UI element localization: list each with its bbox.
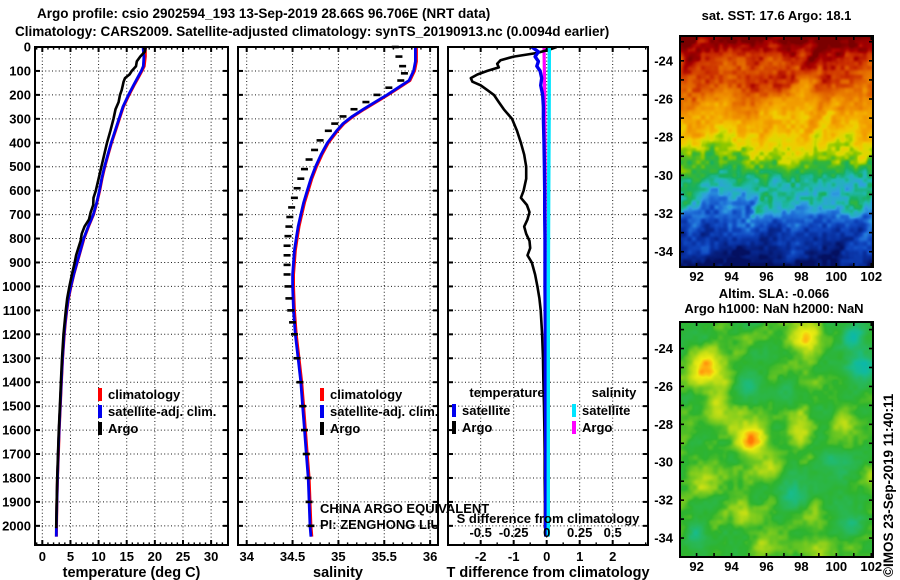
lat-tick-label: -28 [654, 130, 673, 145]
lon-tick-label: 92 [689, 269, 703, 284]
lon-tick-label: 102 [860, 559, 882, 574]
series-T-Argo [469, 45, 558, 529]
lat-tick-label: -32 [654, 206, 673, 221]
x-tick-label: -2 [475, 549, 487, 564]
depth-tick-label: 1300 [2, 351, 31, 366]
x-tick-label: 0 [543, 549, 550, 564]
x-tick-label: 35.5 [372, 549, 397, 564]
figure-title-line1: Argo profile: csio 2902594_193 13-Sep-20… [37, 6, 491, 21]
depth-tick-label: 100 [9, 63, 31, 78]
lat-tick-label: -24 [654, 53, 674, 68]
x-tick-label: 0 [39, 549, 46, 564]
depth-tick-label: 1900 [2, 494, 31, 509]
sst-map-header: sat. SST: 17.6 Argo: 18.1 [701, 8, 852, 23]
map-border [679, 35, 874, 268]
x-tick-label: 15 [119, 549, 133, 564]
salinity-panel: 34 34.5 35 35.5 36 salinity [237, 45, 439, 580]
lat-tick-label: -30 [654, 455, 673, 470]
lat-tick-label: -30 [654, 168, 673, 183]
annotation-china-line2: PI: ZENGHONG LIU [320, 517, 440, 532]
series-T-satellite [530, 45, 548, 537]
x-axis-label: temperature (deg C) [63, 565, 201, 580]
lon-tick-label: 92 [689, 559, 703, 574]
difference-panel: -2 -1 0 1 2T difference from climatology S di… [446, 45, 650, 580]
lon-tick-label: 100 [825, 559, 847, 574]
lon-tick-label: 102 [860, 269, 882, 284]
x-tick-label: 34 [239, 549, 254, 564]
map-border [679, 321, 874, 558]
panel-border [447, 46, 649, 546]
depth-tick-label: 1200 [2, 327, 31, 342]
secondary-axis-title: S difference from climatology [457, 511, 641, 526]
panel-border [34, 46, 229, 546]
depth-tick-label: 1500 [2, 399, 31, 414]
x-axis-label: salinity [313, 565, 363, 580]
lat-tick-label: -26 [654, 92, 673, 107]
depth-tick-label: 1600 [2, 423, 31, 438]
lon-tick-label: 94 [724, 559, 739, 574]
sla-map-axes: 92 94 96 98 100 102 -24 -26 -28 -30 -32 -34 [654, 321, 882, 574]
secondary-tick-label: -0.25 [499, 525, 529, 540]
lon-tick-label: 96 [759, 269, 773, 284]
x-tick-label: 25 [176, 549, 190, 564]
depth-tick-label: 1800 [2, 470, 31, 485]
x-tick-label: 35 [331, 549, 345, 564]
sla-map-image [680, 322, 873, 557]
x-tick-label: 10 [91, 549, 105, 564]
depth-tick-label: 600 [9, 183, 31, 198]
lat-tick-label: -26 [654, 379, 673, 394]
depth-tick-label: 300 [9, 111, 31, 126]
lat-tick-label: -28 [654, 417, 673, 432]
depth-tick-label: 800 [9, 231, 31, 246]
secondary-tick-label: 0.5 [604, 525, 622, 540]
x-tick-label: 5 [67, 549, 74, 564]
lat-tick-label: -34 [654, 531, 674, 546]
lat-tick-label: -34 [654, 244, 674, 259]
depth-tick-label: 400 [9, 135, 31, 150]
depth-tick-label: 700 [9, 207, 31, 222]
sla-value-label: Altim. SLA: -0.066 [718, 286, 830, 301]
sst-map-axes: 92 94 96 98 100 102 -24 -26 -28 -30 -32 -34 [654, 35, 882, 284]
imos-watermark: ©IMOS 23-Sep-2019 11:40:11 [881, 393, 896, 577]
x-tick-label: -1 [508, 549, 520, 564]
sst-map-image [680, 36, 873, 267]
figure-title-line2: Climatology: CARS2009. Satellite-adjuste… [15, 24, 610, 39]
secondary-tick-label: 0.25 [567, 525, 592, 540]
lat-tick-label: -32 [654, 493, 673, 508]
depth-tick-label: 500 [9, 159, 31, 174]
lon-tick-label: 100 [825, 269, 847, 284]
series-S-satellite [546, 46, 551, 537]
lon-tick-label: 96 [759, 559, 773, 574]
x-tick-label: 34.5 [280, 549, 305, 564]
depth-tick-label: 0 [24, 40, 31, 55]
series-satellite-adj. clim. [291, 47, 417, 537]
lon-tick-label: 98 [794, 559, 808, 574]
depth-tick-label: 900 [9, 255, 31, 270]
x-tick-label: 36 [423, 549, 437, 564]
depth-tick-label: 1000 [2, 279, 31, 294]
lon-tick-label: 94 [724, 269, 739, 284]
x-axis-label: T difference from climatology [446, 565, 649, 580]
annotation-china-line1: CHINA ARGO EQUIVALENT [320, 501, 490, 516]
depth-tick-label: 1400 [2, 375, 31, 390]
lon-tick-label: 98 [794, 269, 808, 284]
panel-background [35, 47, 228, 545]
x-tick-label: 2 [609, 549, 616, 564]
lat-tick-label: -24 [654, 341, 674, 356]
x-tick-label: 30 [204, 549, 218, 564]
x-tick-label: 20 [148, 549, 162, 564]
x-tick-label: 1 [576, 549, 583, 564]
depth-tick-label: 2000 [2, 518, 31, 533]
depth-tick-label: 1100 [3, 303, 31, 318]
depth-tick-label: 1700 [2, 447, 31, 462]
series-Argo [54, 46, 148, 529]
secondary-tick-label: -0.5 [469, 525, 491, 540]
secondary-tick-label: 0 [543, 525, 550, 540]
temperature-panel: 0 5 10 15 20 25 300100200300400500600700800900… [2, 40, 229, 580]
depth-tick-label: 200 [9, 87, 31, 102]
argo-height-label: Argo h1000: NaN h2000: NaN [684, 301, 864, 316]
